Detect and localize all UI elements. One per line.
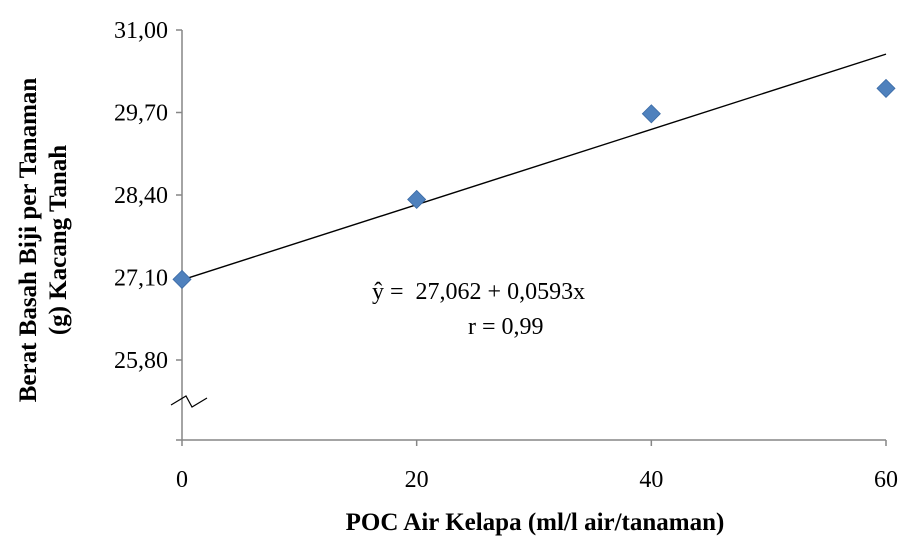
x-tick-label: 20 [405,467,429,493]
y-tick-label: 27,10 [114,266,168,292]
y-tick-label: 25,80 [114,348,168,374]
axis-break-symbol [170,395,208,408]
trendline [181,53,887,281]
x-axis-title: POC Air Kelapa (ml/l air/tanaman) [346,509,725,536]
r-annotation: r = 0,99 [468,314,544,340]
y-tick-label: 29,70 [114,101,168,127]
equation-annotation: ŷ = 27,062 + 0,0593x [372,279,585,305]
data-point [876,78,896,98]
x-tick-marks [181,440,887,446]
y-tick-marks [176,29,182,441]
data-point [641,104,661,124]
x-tick-label: 60 [874,467,898,493]
y-axis-title-line-2: (g) Kacang Tanah [45,145,72,335]
data-point [172,269,192,289]
y-axis-title-line-1: Berat Basah Biji per Tanaman [15,78,42,403]
data-points [172,78,896,289]
x-tick-label: 0 [176,467,188,493]
y-tick-labels: 25,80 27,10 28,40 29,70 31,00 [114,18,168,374]
x-tick-label: 40 [639,467,663,493]
y-tick-label: 31,00 [114,18,168,44]
x-tick-labels: 0 20 40 60 [176,467,898,493]
data-point [407,189,427,210]
y-tick-label: 28,40 [114,183,168,209]
y-axis-title: Berat Basah Biji per Tanaman (g) Kacang … [15,78,72,403]
